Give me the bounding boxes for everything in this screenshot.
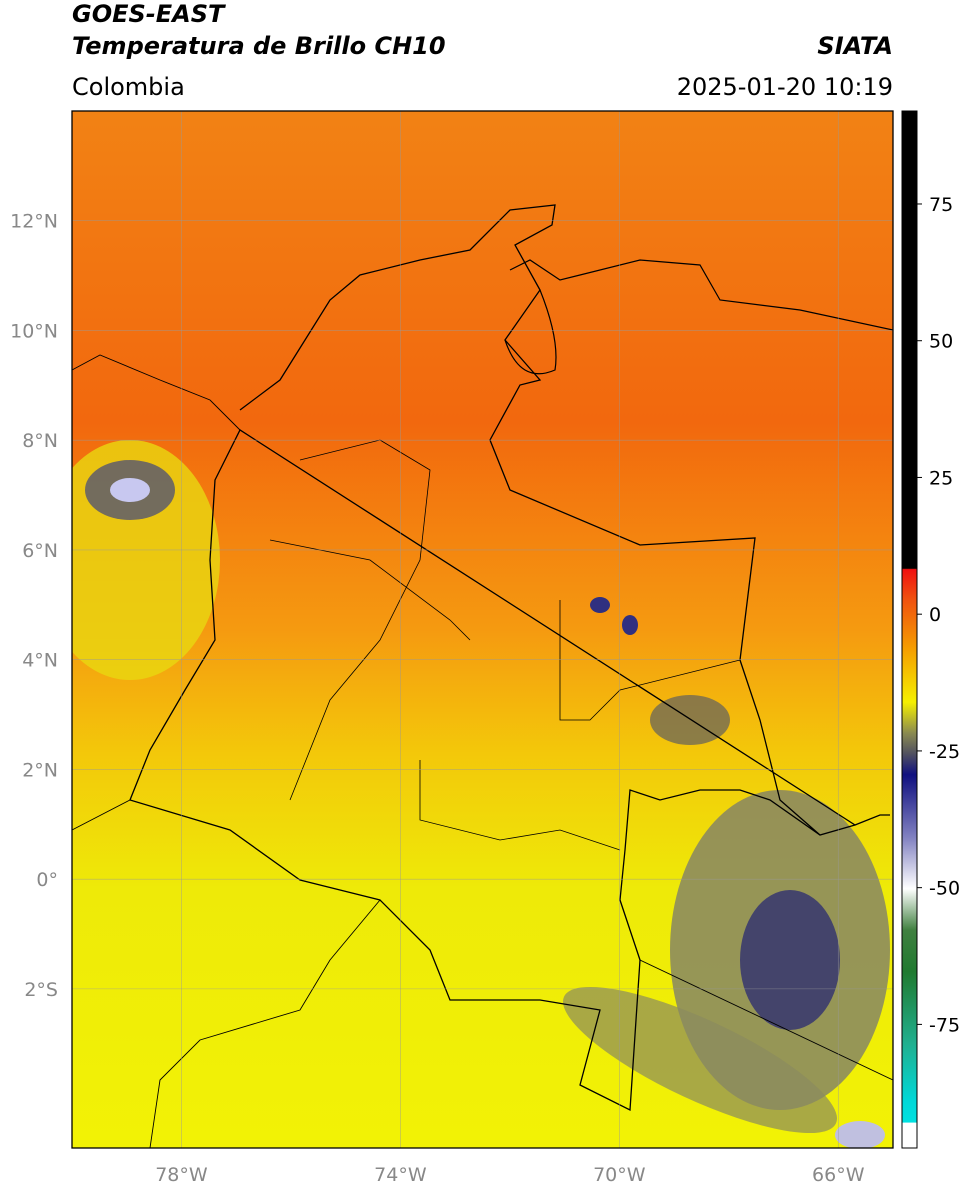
- lat-tick-label: 0°: [36, 869, 58, 891]
- lat-tick-label: 2°S: [24, 979, 58, 1001]
- colorbar-tick-label: 75: [929, 194, 953, 216]
- satellite-image: [72, 111, 893, 1148]
- lat-tick-label: 12°N: [10, 211, 58, 233]
- colorbar-tick-label: 0: [929, 604, 941, 626]
- colorbar-tick-label: 50: [929, 331, 953, 353]
- lat-tick-label: 2°N: [22, 759, 58, 781]
- colorbar-tick-label: 25: [929, 467, 953, 489]
- colorbar: [901, 110, 918, 1149]
- lat-tick-label: 8°N: [22, 430, 58, 452]
- subtitle: Temperatura de Brillo CH10: [72, 32, 446, 60]
- colorbar-tick-label: -50: [929, 878, 960, 900]
- lon-tick-label: 70°W: [593, 1164, 646, 1186]
- colorbar-tick-label: -25: [929, 741, 960, 763]
- region: Colombia: [72, 73, 185, 101]
- lon-tick-label: 66°W: [812, 1164, 865, 1186]
- title: GOES-EAST: [72, 0, 226, 28]
- lat-tick-label: 10°N: [10, 320, 58, 342]
- colorbar-tick-label: -75: [929, 1014, 960, 1036]
- lat-tick-label: 6°N: [22, 540, 58, 562]
- datetime: 2025-01-20 10:19: [677, 73, 893, 101]
- lon-tick-label: 78°W: [155, 1164, 208, 1186]
- source: SIATA: [817, 32, 893, 60]
- map-frame: [71, 110, 894, 1149]
- lat-tick-label: 4°N: [22, 650, 58, 672]
- lon-tick-label: 74°W: [374, 1164, 427, 1186]
